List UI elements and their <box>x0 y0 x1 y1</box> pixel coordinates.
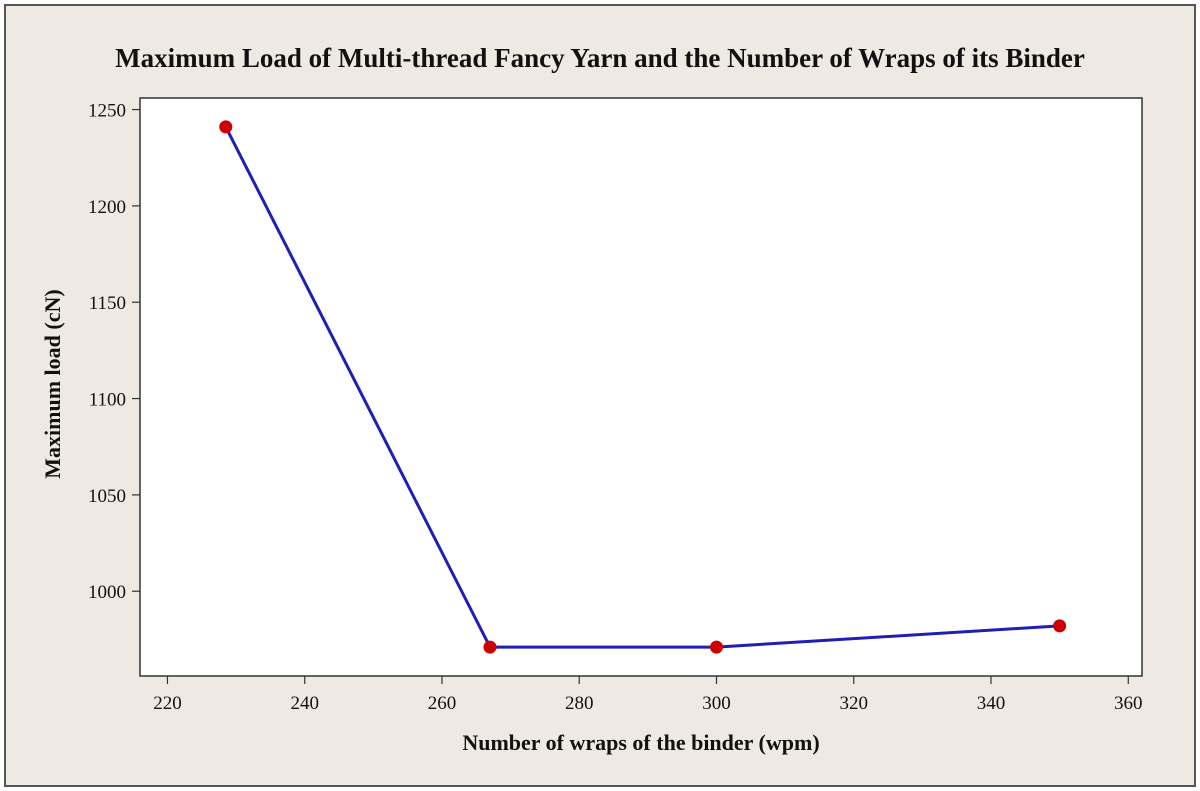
x-tick-label: 220 <box>153 693 182 714</box>
x-tick-label: 240 <box>290 693 319 714</box>
data-point <box>1053 619 1067 633</box>
x-axis-label: Number of wraps of the binder (wpm) <box>462 730 819 755</box>
x-tick-label: 320 <box>840 693 869 714</box>
x-tick-label: 280 <box>565 693 594 714</box>
data-point <box>483 640 497 654</box>
x-tick-label: 300 <box>702 693 731 714</box>
x-tick-label: 340 <box>977 693 1006 714</box>
x-tick-label: 360 <box>1114 693 1143 714</box>
y-tick-label: 1200 <box>88 197 126 218</box>
plot-area <box>139 97 1143 677</box>
data-point <box>709 640 723 654</box>
y-tick-label: 1050 <box>88 486 126 507</box>
data-point <box>219 120 233 134</box>
series-layer <box>219 120 1067 654</box>
x-tick-label: 260 <box>428 693 457 714</box>
x-axis-ticks: 220 240 260 280 300 320 340 360 <box>153 676 1143 714</box>
y-tick-label: 1000 <box>88 582 126 603</box>
y-axis-ticks: 1000 1050 1100 1150 1200 1250 <box>88 101 140 603</box>
y-tick-label: 1150 <box>89 293 126 314</box>
chart-title: Maximum Load of Multi-thread Fancy Yarn … <box>115 43 1085 73</box>
y-tick-label: 1100 <box>89 390 126 411</box>
y-axis-label: Maximum load (cN) <box>40 289 65 478</box>
series-line <box>224 126 1060 649</box>
y-tick-label: 1250 <box>88 101 126 122</box>
